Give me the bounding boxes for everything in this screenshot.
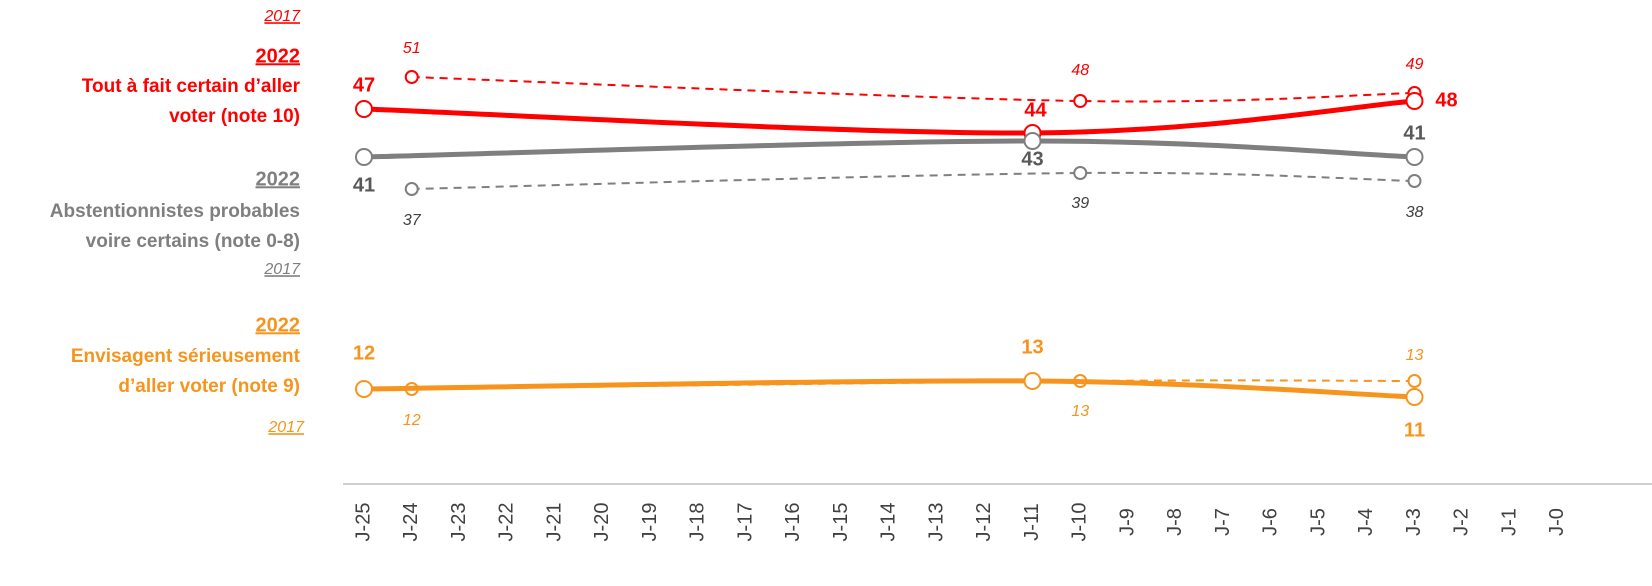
x-tick-label: J-13	[925, 503, 947, 542]
x-tick-label: J-10	[1069, 503, 1091, 542]
data-label: 44	[1024, 99, 1047, 121]
x-tick-label: J-15	[830, 503, 852, 542]
x-tick-label: J-12	[973, 503, 995, 542]
x-tick-label: J-17	[734, 503, 756, 542]
legend-year: 2022	[256, 45, 301, 67]
x-tick-label: J-22	[496, 503, 518, 542]
point	[1405, 148, 1424, 166]
data-label: 38	[1406, 204, 1424, 221]
data-label: 39	[1071, 195, 1089, 212]
point	[1073, 94, 1088, 108]
data-label: 12	[353, 342, 375, 364]
series-line	[411, 76, 1415, 103]
data-label: 48	[1071, 62, 1089, 79]
x-tick-label: J-19	[639, 503, 661, 542]
legend-label: Abstentionnistes probables	[50, 201, 300, 222]
point	[355, 100, 373, 118]
x-tick-label: J-11	[1021, 503, 1043, 540]
legend-year: 2017	[263, 8, 301, 25]
x-tick-label: J-24	[400, 503, 422, 542]
legend-label: voire certains (note 0-8)	[86, 231, 300, 252]
data-label: 12	[403, 412, 421, 429]
point	[355, 380, 373, 398]
point	[1023, 132, 1042, 150]
point	[1073, 166, 1088, 180]
point	[1407, 374, 1422, 388]
data-label: 41	[1403, 122, 1425, 144]
x-tick-label: J-2	[1451, 508, 1473, 536]
data-label: 13	[1071, 403, 1089, 420]
data-label: 47	[353, 74, 375, 96]
x-tick-label: J-5	[1307, 508, 1329, 536]
point	[1405, 92, 1424, 110]
data-label: 37	[403, 212, 422, 229]
x-tick-label: J-6	[1260, 508, 1282, 536]
x-tick-label: J-25	[352, 503, 374, 542]
point	[1407, 174, 1422, 188]
data-label: 11	[1404, 419, 1425, 441]
point	[355, 148, 373, 166]
legend-label: Tout à fait certain d’aller	[82, 76, 301, 97]
x-tick-label: J-7	[1212, 508, 1234, 536]
legend-label: Envisagent sérieusement	[71, 346, 301, 367]
x-tick-label: J-23	[448, 503, 470, 542]
data-label: 48	[1435, 89, 1457, 111]
legend-year: 2022	[256, 168, 301, 190]
x-tick-label: J-9	[1116, 508, 1138, 536]
legend-year: 2017	[263, 261, 301, 278]
point	[1405, 388, 1424, 406]
legend-label: voter (note 10)	[169, 106, 300, 127]
point	[404, 182, 419, 196]
data-label: 43	[1021, 148, 1043, 170]
data-label: 13	[1021, 336, 1043, 358]
data-label: 13	[1406, 347, 1424, 364]
series-line	[363, 138, 1415, 160]
x-tick-label: J-1	[1498, 508, 1520, 536]
data-label: 51	[403, 40, 421, 57]
x-tick-label: J-21	[543, 503, 565, 542]
data-label: 41	[353, 174, 375, 196]
series-line	[363, 98, 1415, 136]
x-tick-label: J-0	[1546, 508, 1568, 536]
x-tick-label: J-20	[591, 503, 613, 542]
x-tick-label: J-3	[1403, 508, 1425, 536]
x-tick-label: J-16	[782, 503, 804, 542]
series-line	[363, 378, 1415, 400]
legend-year: 2017	[267, 419, 305, 436]
legend-year: 2022	[256, 314, 301, 336]
x-tick-label: J-4	[1355, 508, 1377, 536]
x-tick-label: J-14	[878, 503, 900, 542]
x-tick-label: J-18	[687, 503, 709, 542]
series-line	[411, 171, 1415, 190]
point	[1023, 372, 1042, 390]
x-tick-label: J-8	[1164, 508, 1186, 536]
data-label: 49	[1406, 56, 1424, 73]
point	[404, 70, 419, 84]
legend-label: d’aller voter (note 9)	[118, 376, 300, 397]
